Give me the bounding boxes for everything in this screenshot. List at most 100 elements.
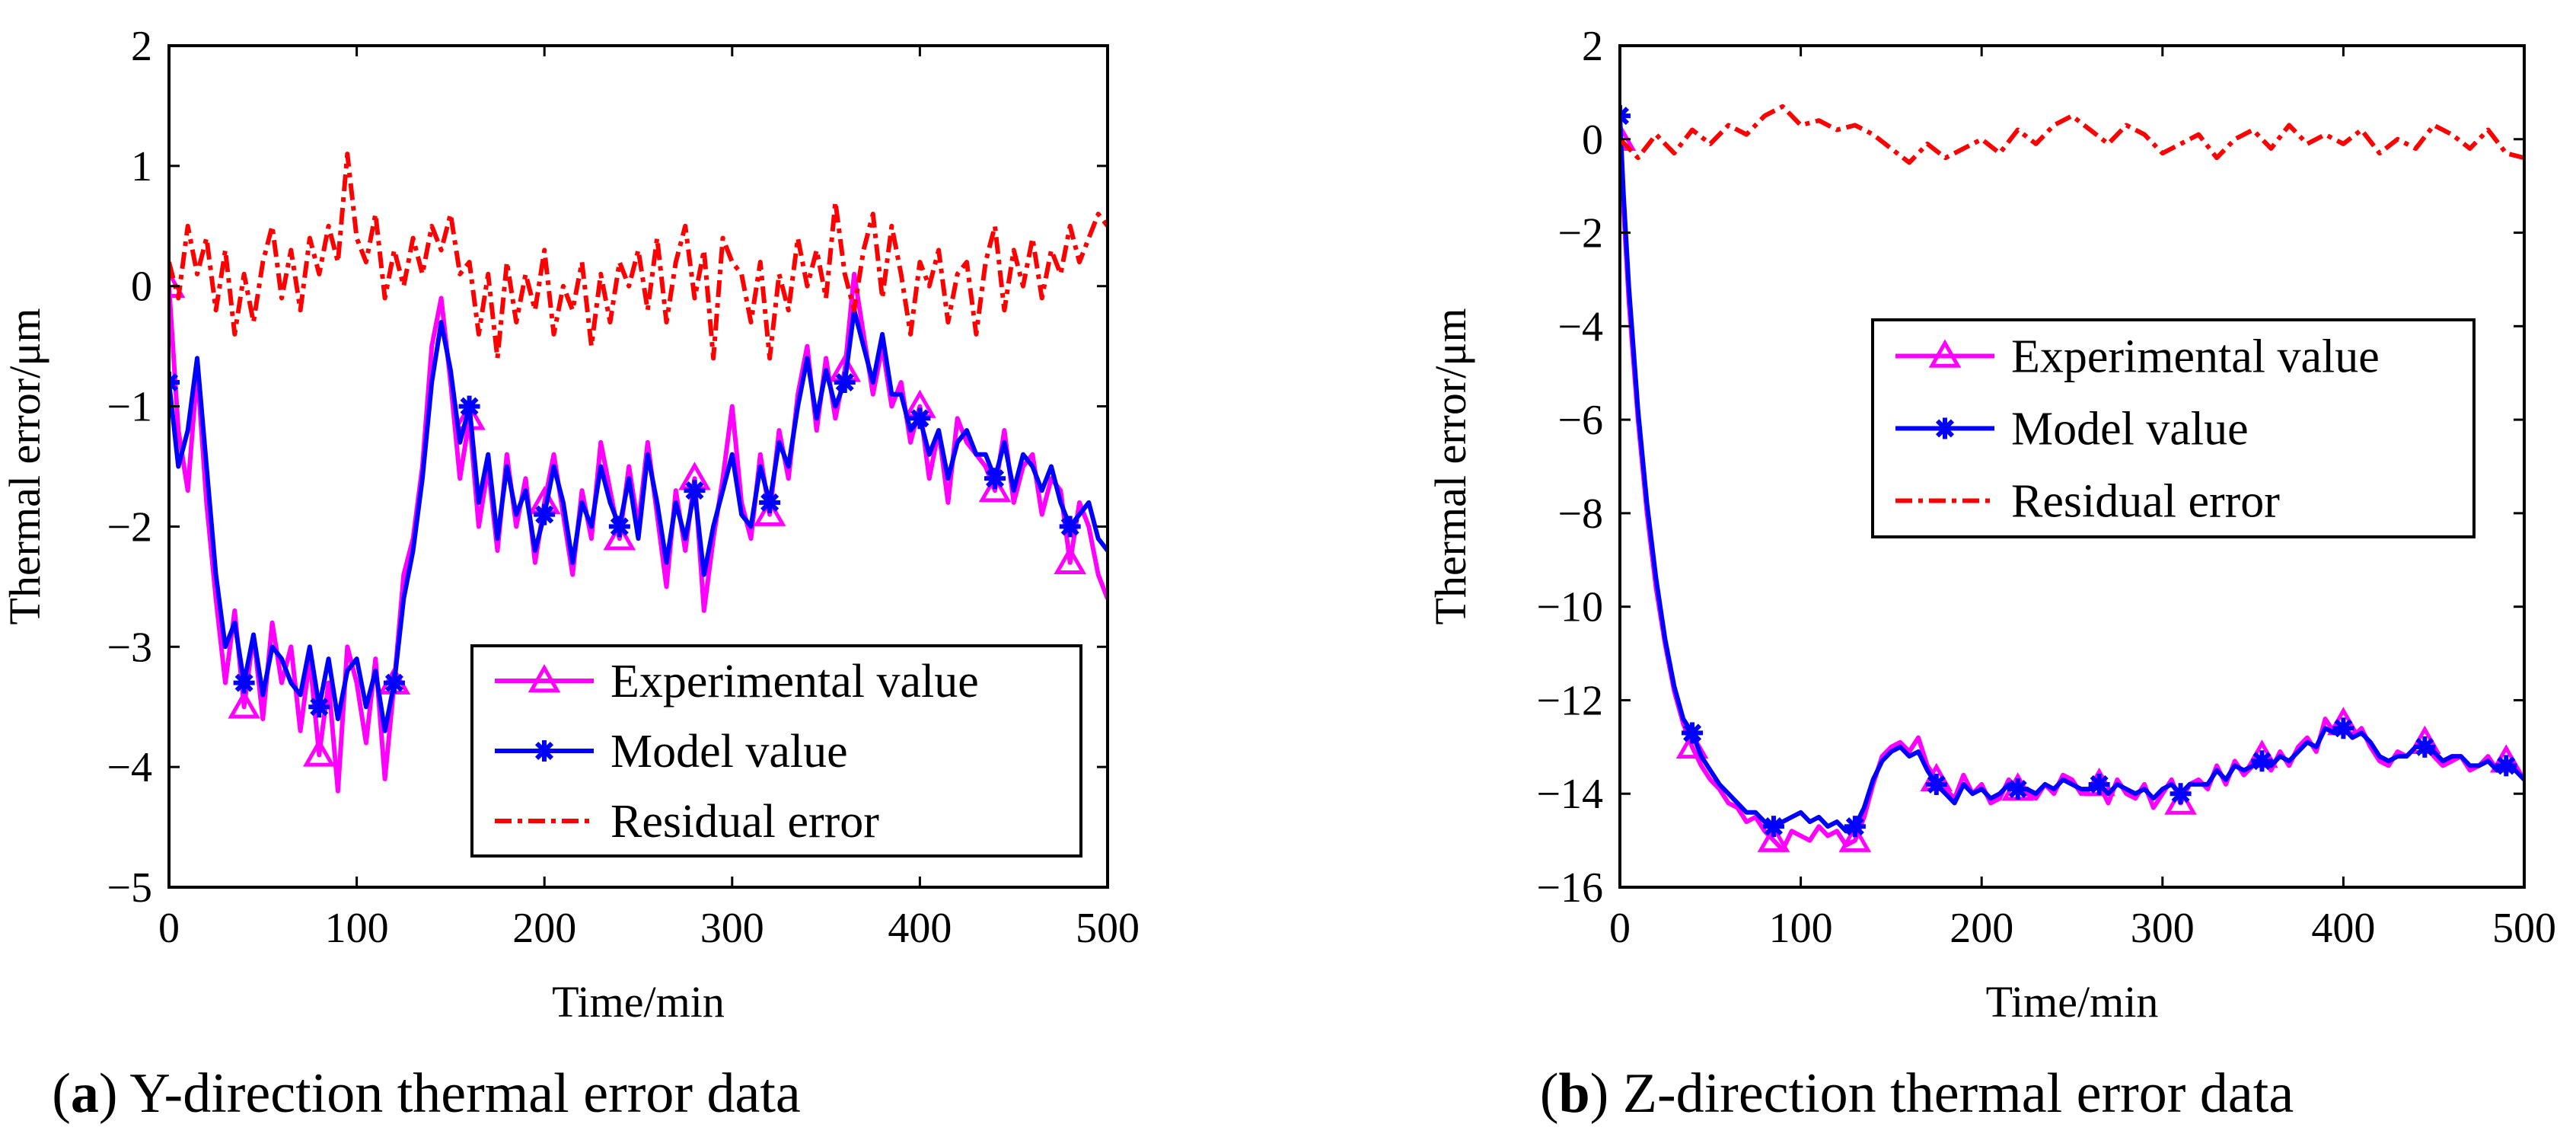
chart-a-marker-model-stroke	[760, 493, 779, 512]
chart-a-legend-marker-1	[528, 663, 561, 693]
chart-b-ytick-label: −12	[1536, 677, 1603, 724]
chart-a-marker-model	[684, 480, 706, 502]
caption-a: (a) Y-direction thermal error data	[52, 1062, 801, 1125]
caption-b-open-paren: (	[1540, 1062, 1559, 1125]
chart-a-ytick-label: 1	[131, 143, 152, 190]
chart-a-marker-model	[759, 491, 781, 513]
chart-b-marker-model	[2007, 778, 2029, 800]
chart-a-marker-model-stroke	[460, 397, 479, 416]
chart-a-ytick-label: −5	[107, 864, 152, 912]
chart-a-marker-model-stroke	[384, 673, 403, 692]
chart-b-marker-model-stroke	[2171, 784, 2190, 803]
chart-b-series-residual-error	[1620, 104, 2524, 165]
chart-b-marker-model-stroke	[2497, 756, 2516, 775]
chart-b-marker-model-stroke	[1764, 817, 1783, 836]
chart-a-ytick-label: −4	[107, 744, 152, 791]
chart-b-xtick-label: 200	[1950, 905, 2013, 952]
chart-b-legend-label-3: Residual error	[2011, 476, 2280, 528]
chart-a-marker-model-stroke	[610, 517, 629, 536]
chart-a-marker-model-stroke	[1060, 517, 1079, 536]
chart-a-marker-experimental	[1054, 545, 1086, 575]
chart-b-ytick-label: 2	[1582, 23, 1603, 70]
chart-b-marker-model	[2170, 783, 2192, 805]
chart-b-marker-model	[2088, 773, 2110, 795]
chart-b-marker-model	[1682, 722, 1704, 744]
chart-b-marker-model	[2414, 736, 2436, 758]
chart-b-marker-model	[1925, 773, 1947, 795]
chart-a-marker-model	[834, 372, 856, 393]
chart-b-legend-marker-1	[1928, 339, 1962, 368]
chart-a-series-residual-error	[169, 152, 1108, 361]
chart-b-ytick-label: −14	[1536, 771, 1603, 818]
caption-a-close-paren: )	[99, 1062, 129, 1125]
chart-a-marker-model-stroke	[986, 469, 1005, 488]
chart-a-marker-model-stroke	[234, 673, 253, 692]
chart-a-xtick-label: 100	[325, 905, 389, 952]
chart-a-marker-model	[458, 395, 480, 417]
chart-b-marker-model-stroke	[1620, 107, 1630, 120]
chart-b-legend-label-2: Model value	[2011, 404, 2249, 455]
chart-b-ytick-label: −16	[1536, 864, 1603, 912]
chart-a-legend-label-1: Experimental value	[611, 656, 979, 707]
chart-a-marker-model	[984, 468, 1006, 490]
chart-a-series-model-value	[169, 308, 1108, 733]
chart-a-xtick-label: 200	[512, 905, 576, 952]
chart-b-marker-model	[2495, 755, 2517, 777]
chart-a-marker-model	[383, 672, 405, 694]
chart-a-marker-model	[1059, 516, 1081, 538]
chart-b-legend-marker-2	[1934, 417, 1956, 439]
chart-b-ytick-label: −4	[1557, 303, 1603, 350]
chart-b-marker-experimental	[1838, 823, 1872, 852]
chart-a-xlabel: Time/min	[552, 977, 725, 1027]
chart-b-ylabel: Thermal error/μm	[1426, 308, 1475, 625]
chart-a-ytick-label: −1	[107, 384, 152, 431]
chart-b-ytick-label: −6	[1557, 397, 1603, 444]
chart-b-legend: Experimental value Model value Residual er…	[1871, 318, 2476, 538]
chart-a-marker-experimental	[753, 497, 786, 526]
chart-b-marker-model-stroke	[2252, 752, 2272, 771]
chart-a-xtick-label: 0	[158, 905, 180, 952]
chart-a-legend-label-3: Residual error	[611, 796, 879, 848]
chart-a-legend-label-2: Model value	[611, 726, 848, 778]
caption-b: (b) Z-direction thermal error data	[1540, 1062, 2294, 1125]
chart-a-axes-box	[167, 44, 1109, 889]
chart-b-axes-box	[1618, 44, 2526, 889]
chart-b-marker-model-stroke	[1845, 817, 1864, 836]
chart-a-marker-model	[308, 696, 330, 718]
chart-a-marker-model-stroke	[910, 409, 929, 428]
chart-a-marker-model	[534, 503, 556, 525]
chart-a-marker-experimental	[603, 522, 636, 551]
chart-b-marker-model-stroke	[2334, 719, 2353, 738]
chart-a-xtick-label: 500	[1076, 905, 1140, 952]
chart-a-marker-model-stroke	[685, 481, 704, 500]
chart-b-ytick-label: 0	[1582, 117, 1603, 164]
chart-a-ylabel: Thermal error/μm	[0, 308, 49, 625]
chart-a-xtick-label: 300	[700, 905, 764, 952]
caption-a-text: Y-direction thermal error data	[129, 1062, 800, 1125]
chart-a-marker-model-stroke	[835, 372, 854, 392]
chart-b-xtick-label: 100	[1769, 905, 1833, 952]
chart-a-xtick-label: 400	[888, 905, 952, 952]
chart-b-legend-label-1: Experimental value	[2011, 331, 2380, 383]
chart-b-plot-area	[1620, 104, 2524, 852]
chart-a-marker-experimental	[978, 474, 1012, 503]
chart-b-ytick-label: −2	[1557, 210, 1603, 257]
chart-b-marker-model-stroke	[2008, 780, 2027, 799]
chart-a-marker-model	[608, 516, 630, 538]
chart-a-marker-experimental	[302, 738, 336, 767]
chart-b-marker-model-stroke	[1683, 723, 1702, 743]
chart-b-marker-model	[1762, 816, 1784, 838]
chart-a-marker-model-stroke	[169, 378, 179, 392]
chart-b-marker-model-stroke	[1927, 775, 1946, 794]
chart-b-marker-model	[2251, 750, 2273, 772]
chart-b-series-model-value	[1620, 115, 2524, 834]
chart-a-marker-model-stroke	[535, 505, 554, 524]
panel-b-z-direction: 0 100 200 300 400 500 2 0 −2 −4 −6 −8 −10 −12 −14 −16 Ti…	[1426, 23, 2556, 1027]
chart-b-marker-model-stroke	[2090, 775, 2109, 794]
chart-b-ytick-label: −10	[1536, 584, 1603, 631]
chart-a-marker-model-stroke	[169, 372, 179, 386]
chart-a-ytick-label: −2	[107, 503, 152, 551]
chart-a-ytick-label: −3	[107, 624, 152, 671]
chart-b-marker-experimental	[1757, 823, 1790, 852]
caption-b-label: b	[1558, 1062, 1589, 1125]
